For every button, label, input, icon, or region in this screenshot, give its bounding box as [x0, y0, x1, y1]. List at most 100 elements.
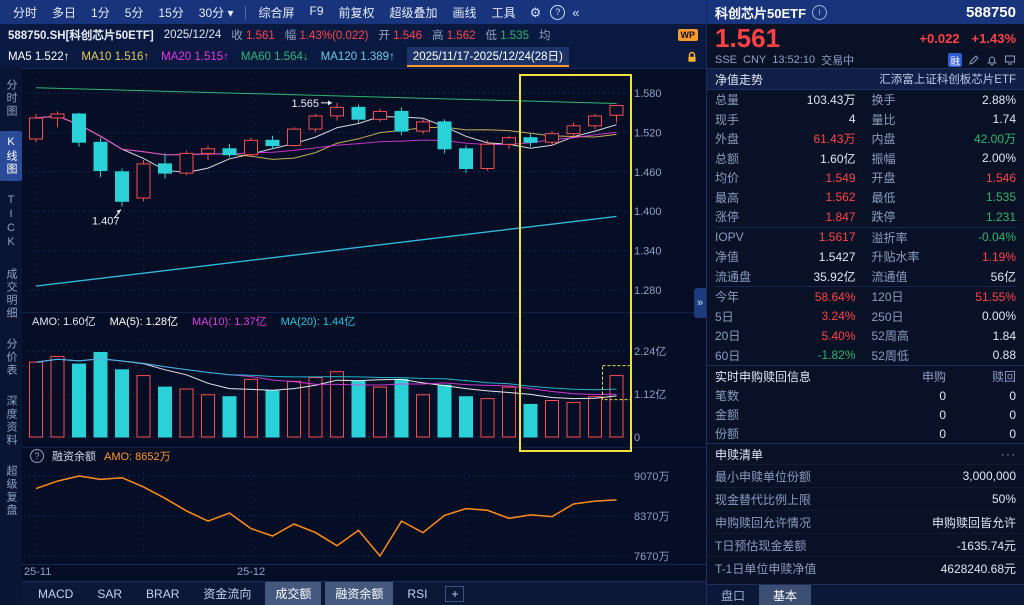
- sidebar-item-3[interactable]: 成交明细: [5, 268, 17, 320]
- ma-legend-group: MA5 1.522↑ MA10 1.516↑ MA20 1.515↑ MA60 1.5…: [8, 51, 395, 63]
- creation-list-row-0: 最小申赎单位份额 3,000,000: [707, 464, 1024, 487]
- subscription-sell-value: 0: [1009, 388, 1016, 403]
- stat-value: 2.00%: [981, 151, 1016, 166]
- sidebar-item-0[interactable]: 分时图: [5, 79, 17, 118]
- stat-label: 换手: [871, 93, 896, 108]
- stat-value: 56亿: [990, 269, 1016, 284]
- stat-label: 升贴水率: [871, 250, 920, 265]
- stat-label: IOPV: [715, 230, 744, 245]
- subscription-buy-value: 0: [939, 388, 946, 403]
- stat-value: 1.231: [985, 209, 1016, 224]
- bell-icon[interactable]: [986, 54, 998, 66]
- panel-tab-1[interactable]: 基本: [759, 585, 812, 605]
- nav-trend-link[interactable]: 净值走势: [715, 72, 764, 87]
- stat-label: 总量: [715, 93, 740, 108]
- panel-collapse-button[interactable]: »: [694, 288, 706, 318]
- volume-chart[interactable]: 2.24亿 1.12亿 0: [22, 329, 706, 447]
- info-field-4: 低 1.535: [485, 30, 529, 42]
- margin-eligible-badge[interactable]: 融: [948, 53, 962, 68]
- stat-label: 外盘: [715, 132, 740, 147]
- sidebar-item-5[interactable]: 深度资料: [5, 395, 17, 447]
- stat-row-5: 最高 1.562 最低 1.535: [715, 188, 1016, 208]
- period-tab-4[interactable]: 15分: [158, 5, 184, 20]
- gear-icon[interactable]: ⚙: [529, 4, 542, 20]
- indicator-tab-7[interactable]: +: [445, 585, 465, 602]
- sidebar-item-4[interactable]: 分价表: [5, 338, 17, 377]
- left-sidebar: 分时图 K线图 TICK 成交明细分价表深度资料超级复盘: [0, 68, 22, 605]
- creation-list-value: 3,000,000: [962, 469, 1016, 483]
- x-axis-label-0: 25-11: [24, 566, 52, 579]
- stat-value: 1.562: [825, 190, 856, 205]
- ma-legend-bar: MA5 1.522↑ MA10 1.516↑ MA20 1.515↑ MA60 1.5…: [0, 46, 706, 69]
- more-icon[interactable]: ···: [1001, 447, 1016, 461]
- kline-chart[interactable]: 1.580 1.520 1.460 1.400 1.340 1.280 1.565 1.407: [22, 68, 706, 312]
- indicator-tab-bar: MACD SAR BRAR 资金流向 成交额 融资余额 RSI +: [22, 581, 706, 605]
- stat-row-3: 总额 1.60亿 振幅 2.00%: [715, 149, 1016, 169]
- period-tab-1[interactable]: 多日: [52, 5, 77, 20]
- toolbar-action-0[interactable]: 综合屏: [258, 5, 295, 20]
- indicator-tab-4[interactable]: 成交额: [265, 582, 322, 605]
- info-icon[interactable]: i: [812, 4, 828, 20]
- margin-chart[interactable]: 9070万 8370万 7670万: [22, 464, 706, 564]
- quote-panel: 科创芯片50ETF i 588750 1.561 +0.022 +1.43% S…: [706, 0, 1024, 605]
- stat-value: 1.5617: [818, 230, 856, 245]
- indicator-tab-6[interactable]: RSI: [407, 586, 428, 601]
- svg-text:1.280: 1.280: [634, 285, 662, 297]
- sidebar-item-6[interactable]: 超级复盘: [5, 465, 17, 517]
- ma-legend-0: MA5 1.522↑: [8, 51, 70, 63]
- subscription-buy-value: 0: [939, 426, 946, 441]
- indicator-tab-2[interactable]: BRAR: [146, 586, 180, 601]
- sidebar-item-1[interactable]: K线图: [0, 131, 22, 181]
- creation-list-value: 4628240.68元: [940, 561, 1016, 576]
- stat-row-7: IOPV 1.5617 溢折率 -0.04%: [715, 226, 1016, 248]
- toolbar-action-1[interactable]: F9: [309, 3, 324, 18]
- stat-value: 1.535: [985, 190, 1016, 205]
- x-axis-label-1: 25-12: [237, 566, 266, 579]
- stat-value: 61.43万: [813, 132, 856, 147]
- toolbar-action-2[interactable]: 前复权: [338, 5, 375, 20]
- panel-header: 科创芯片50ETF i 588750: [707, 0, 1024, 24]
- stat-row-2: 外盘 61.43万 内盘 42.00万: [715, 129, 1016, 149]
- creation-list-rows: 最小申赎单位份额 3,000,000 现金替代比例上限 50% 申购赎回允许情况 申购赎回…: [707, 464, 1024, 579]
- trading-status: 交易中: [821, 55, 855, 67]
- toolbar-action-4[interactable]: 画线: [452, 5, 477, 20]
- subscription-title: 实时申购赎回信息: [715, 369, 812, 384]
- toolbar-action-3[interactable]: 超级叠加: [389, 5, 438, 20]
- main-chart-region: 分时 多日 1分 5分 15分 30分 ▾ 综合屏 F9 前复权 超级叠加 画线 工具 ⚙ ? « …: [0, 0, 706, 605]
- indicator-tab-3[interactable]: 资金流向: [203, 587, 252, 601]
- indicator-tab-0[interactable]: MACD: [38, 586, 74, 601]
- stat-row-8: 净值 1.5427 升贴水率 1.19%: [715, 247, 1016, 267]
- collapse-toolbar-icon[interactable]: «: [572, 4, 580, 20]
- stat-label: 溢折率: [871, 230, 908, 245]
- period-tab-2[interactable]: 1分: [91, 5, 110, 20]
- stat-label: 净值: [715, 250, 740, 265]
- date-range-chip[interactable]: 2025/11/17-2025/12/24(28日): [406, 47, 569, 67]
- help-icon[interactable]: ?: [550, 4, 566, 20]
- stat-value: 42.00万: [973, 132, 1016, 147]
- creation-list-label: 最小申赎单位份额: [715, 469, 812, 484]
- indicator-tab-1[interactable]: SAR: [97, 586, 123, 601]
- sidebar-item-2[interactable]: TICK: [5, 194, 17, 250]
- monitor-icon[interactable]: [1004, 54, 1016, 66]
- period-tab-5[interactable]: 30分 ▾: [198, 5, 234, 20]
- panel-tab-0[interactable]: 盘口: [721, 588, 746, 603]
- stat-value: 0.00%: [981, 309, 1016, 324]
- stat-value: 0.88: [992, 348, 1016, 363]
- question-icon[interactable]: ?: [30, 449, 44, 464]
- time-axis: 25-11 25-12: [22, 564, 706, 581]
- period-tab-0[interactable]: 分时: [13, 5, 38, 20]
- wp-badge[interactable]: WP: [677, 29, 698, 41]
- stat-label: 内盘: [871, 132, 896, 147]
- indicator-tab-5[interactable]: 融资余额: [325, 582, 394, 605]
- toolbar-action-group: 综合屏 F9 前复权 超级叠加 画线 工具: [251, 2, 522, 23]
- price-row: 1.561 +0.022 +1.43%: [707, 24, 1024, 52]
- margin-legend-row: ? 融资余额 AMO: 8652万: [22, 447, 706, 464]
- pencil-icon[interactable]: [968, 54, 980, 66]
- svg-text:0: 0: [634, 432, 640, 444]
- stat-value: 5.40%: [821, 328, 856, 343]
- toolbar-action-5[interactable]: 工具: [491, 5, 516, 20]
- last-price: 1.561: [715, 23, 781, 53]
- period-tab-3[interactable]: 5分: [124, 5, 144, 20]
- lock-icon[interactable]: [686, 51, 698, 63]
- stat-row-1: 现手 4 量比 1.74: [715, 110, 1016, 130]
